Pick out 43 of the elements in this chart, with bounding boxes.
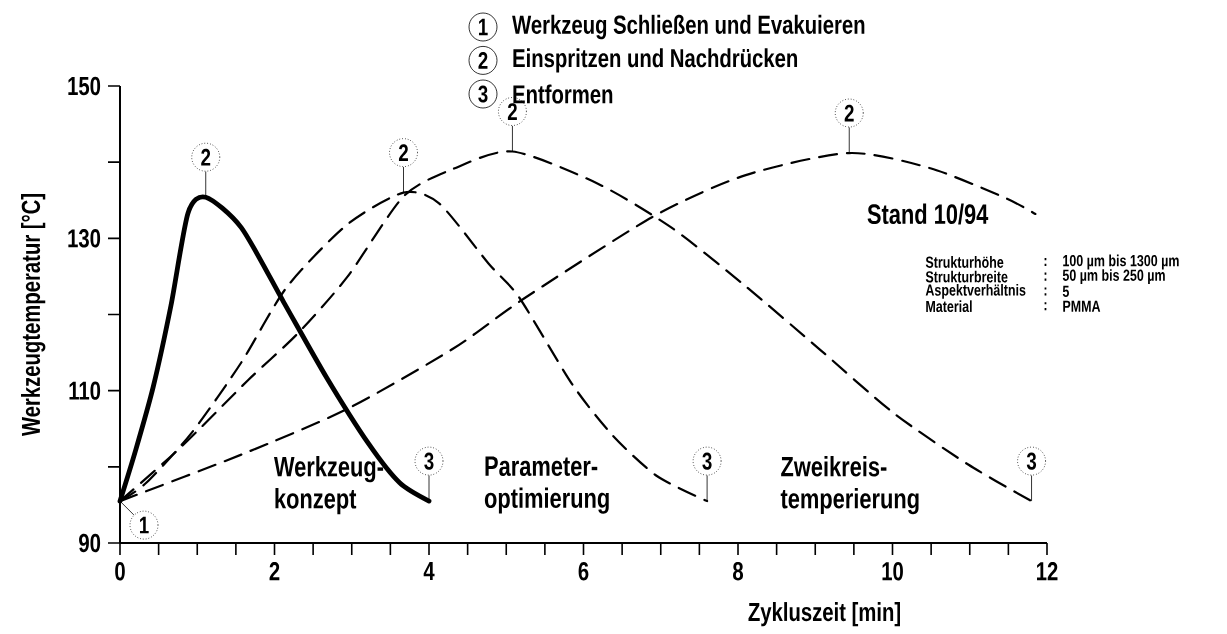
annotation: 2 [398, 144, 408, 162]
annotation: : [1044, 302, 1047, 311]
annotation: : [1044, 257, 1047, 267]
y-axis-title: Werkzeugtemperatur [°C] [21, 194, 46, 437]
legend-label: Parameter-optimierung [484, 456, 609, 514]
y-tick-label: 150 [68, 76, 101, 96]
annotation: 1 [139, 516, 149, 534]
annotation: Aspektverhältnis [925, 283, 1026, 299]
text: 50 µm bis 250 µm [1062, 269, 1165, 285]
x-axis-title: Zykluszeit [min] [748, 602, 900, 627]
legend-label: Zweikreis-temperierung [780, 455, 919, 515]
annotation: 3 [702, 452, 712, 470]
text: Einspritzen und Nachdrücken [513, 48, 798, 73]
x-tick-label: 8 [733, 562, 744, 581]
annotation: 2 [844, 104, 854, 122]
annotation: Material [926, 300, 972, 313]
text: 1 [478, 18, 488, 36]
y-tick-label: 130 [68, 229, 101, 248]
series-label: Werkzeug-konzept [273, 456, 384, 515]
annotation: 3 [478, 85, 488, 103]
x-tick-label: 2 [269, 562, 280, 581]
annotation: 2 [507, 103, 517, 120]
text: Werkzeug Schließen und Evakuieren [512, 14, 865, 40]
x-tick-label: 4 [423, 562, 435, 580]
y-tick-label: 90 [79, 533, 101, 553]
annotation: 2 [201, 148, 211, 166]
text: PMMA [1063, 300, 1101, 312]
y-tick-label: 110 [69, 381, 101, 400]
x-tick-label: 0 [115, 562, 125, 581]
x-tick-label: 6 [578, 562, 589, 581]
annotation: Strukturhöhe [925, 256, 1004, 268]
annotation: 3 [424, 452, 434, 470]
x-tick-label: 12 [1037, 562, 1058, 581]
annotation: Entformen [513, 84, 613, 104]
text: 2 [478, 52, 488, 69]
text: 100 µm bis 1300 µm [1063, 254, 1179, 270]
x-tick-label: 10 [882, 562, 903, 581]
annotation: : [1044, 287, 1047, 296]
text: 5 [1062, 285, 1069, 297]
annotation: Strukturbreite [925, 270, 1008, 283]
series-label: Stand 10/94 [867, 203, 989, 225]
annotation: : [1044, 272, 1047, 281]
annotation: 3 [1026, 452, 1037, 470]
